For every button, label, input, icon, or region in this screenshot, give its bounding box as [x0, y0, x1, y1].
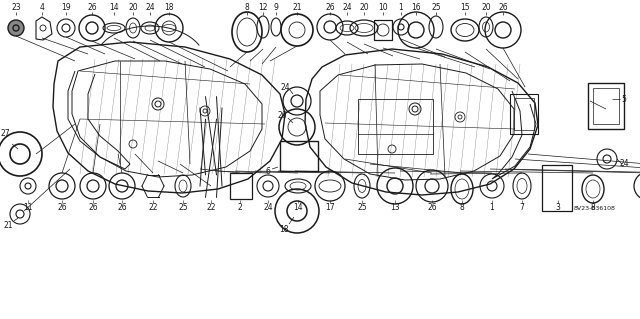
Bar	[514, 98, 534, 130]
Text: 13: 13	[390, 204, 400, 212]
Text: 24: 24	[280, 83, 290, 92]
Text: 17: 17	[325, 204, 335, 212]
Text: 14: 14	[293, 204, 303, 212]
Text: 21: 21	[3, 221, 13, 231]
Text: 20: 20	[481, 4, 491, 12]
Bar	[358, 99, 433, 154]
Text: 26: 26	[87, 4, 97, 12]
Text: 8: 8	[591, 204, 595, 212]
Text: 10: 10	[378, 4, 388, 12]
Text: 20: 20	[359, 4, 369, 12]
Text: 8: 8	[244, 4, 250, 12]
Text: 9: 9	[273, 4, 278, 12]
Bar	[593, 88, 619, 124]
Bar	[588, 83, 624, 129]
Text: 7: 7	[520, 204, 524, 212]
Text: 15: 15	[460, 4, 470, 12]
Text: 25: 25	[357, 204, 367, 212]
Text: 14: 14	[109, 4, 119, 12]
Text: 18: 18	[164, 4, 173, 12]
Text: 1: 1	[399, 4, 403, 12]
Text: 19: 19	[61, 4, 71, 12]
Bar	[510, 94, 538, 134]
Text: 8: 8	[460, 204, 465, 212]
Text: 26: 26	[277, 110, 287, 120]
Text: 11: 11	[23, 204, 33, 212]
Text: 4: 4	[40, 4, 44, 12]
Text: 12: 12	[259, 4, 268, 12]
Bar	[230, 173, 252, 199]
Text: 3: 3	[556, 204, 561, 212]
Bar	[542, 165, 572, 211]
Text: 1: 1	[490, 204, 494, 212]
Text: 26: 26	[57, 204, 67, 212]
Text: 26: 26	[427, 204, 437, 212]
Text: 21: 21	[292, 4, 301, 12]
Text: 16: 16	[411, 4, 421, 12]
Text: 27: 27	[0, 130, 10, 138]
Text: 20: 20	[128, 4, 138, 12]
Text: 23: 23	[11, 4, 21, 12]
Text: 18: 18	[279, 225, 289, 234]
Text: 6: 6	[266, 167, 271, 175]
Bar	[280, 141, 318, 171]
Text: 5: 5	[621, 94, 627, 103]
Text: 25: 25	[178, 204, 188, 212]
Text: 26: 26	[117, 204, 127, 212]
Bar	[374, 20, 392, 40]
Circle shape	[8, 20, 24, 36]
Text: 22: 22	[148, 204, 157, 212]
Text: 24: 24	[342, 4, 352, 12]
Text: 24: 24	[619, 160, 629, 168]
Text: 2: 2	[237, 204, 243, 212]
Text: 8V23-B36108: 8V23-B36108	[574, 205, 616, 211]
Text: 24: 24	[263, 204, 273, 212]
Text: 22: 22	[206, 204, 216, 212]
Text: 26: 26	[88, 204, 98, 212]
Text: 24: 24	[145, 4, 155, 12]
Text: 26: 26	[325, 4, 335, 12]
Text: 26: 26	[498, 4, 508, 12]
Text: 25: 25	[431, 4, 441, 12]
